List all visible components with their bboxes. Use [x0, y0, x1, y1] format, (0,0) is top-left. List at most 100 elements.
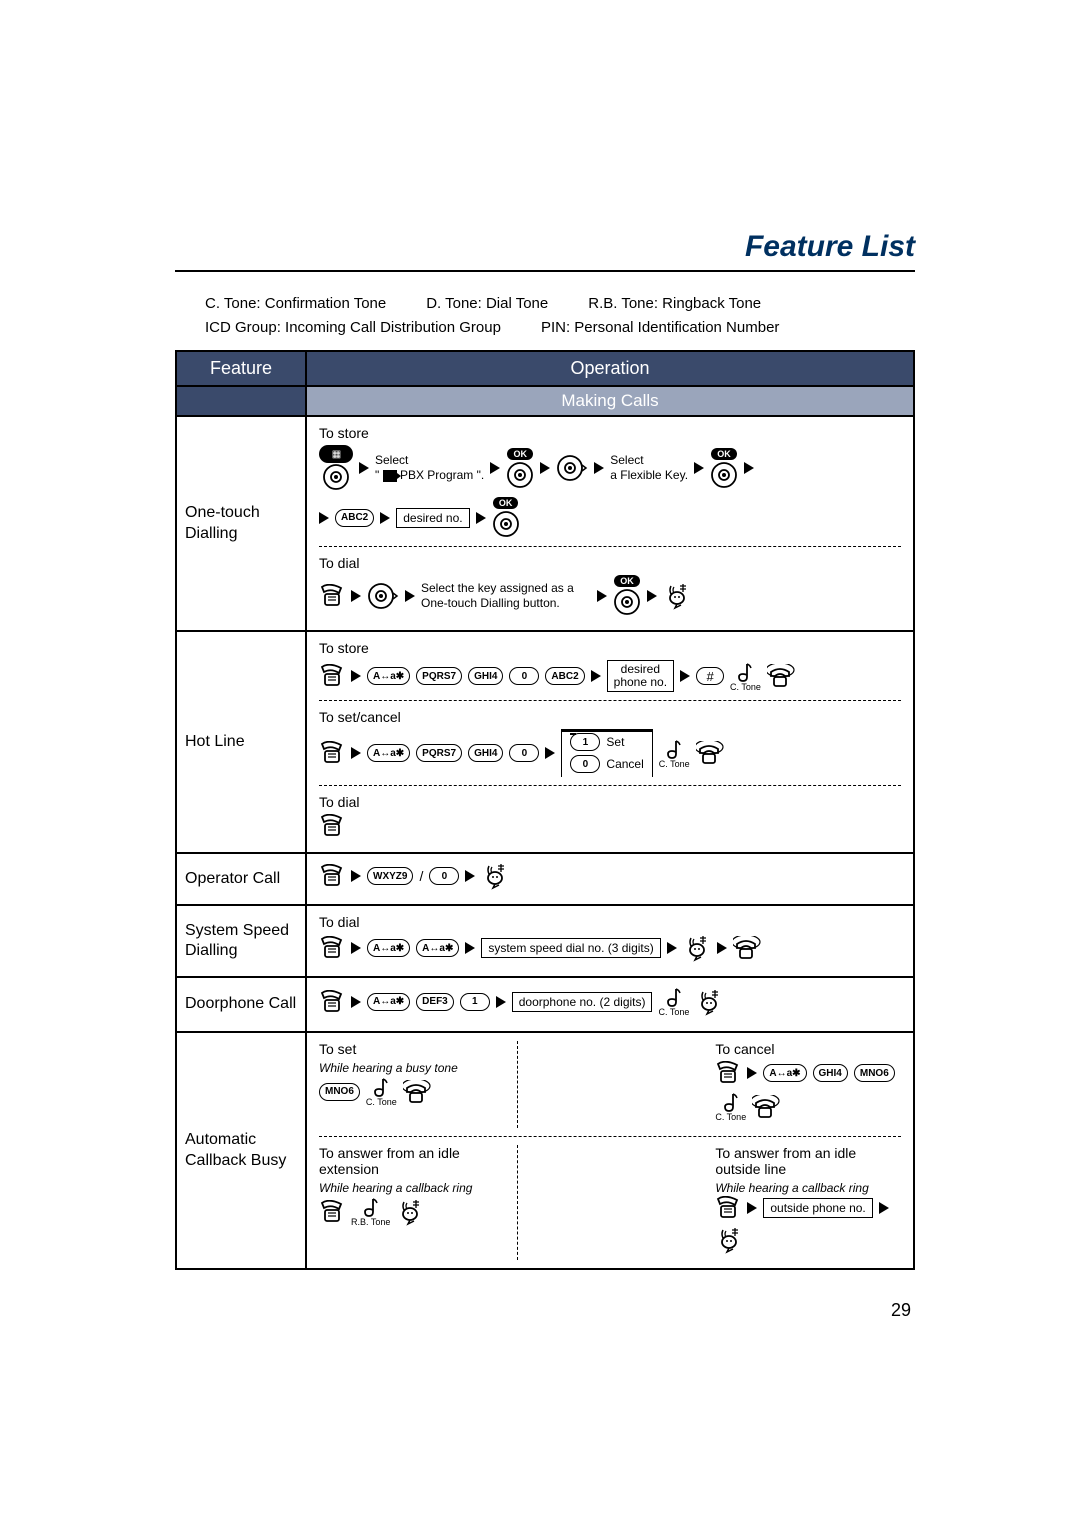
- talk-icon: [695, 988, 723, 1016]
- slash: /: [419, 868, 423, 884]
- key-hash: #: [696, 667, 724, 685]
- legend-ctone: C. Tone: Confirmation Tone: [205, 292, 386, 316]
- legend-icd: ICD Group: Incoming Call Distribution Gr…: [205, 316, 501, 340]
- talk-icon: [663, 582, 691, 610]
- grid-key-icon: ▦: [319, 445, 353, 463]
- rbtone-label: R.B. Tone: [351, 1218, 390, 1227]
- key-mno6: MNO6: [854, 1064, 895, 1082]
- table-header: Feature Operation: [177, 352, 913, 387]
- key-0: 0: [429, 867, 459, 885]
- subheader-making-calls: Making Calls: [177, 387, 913, 417]
- acb-cbring1: While hearing a callback ring: [319, 1181, 505, 1196]
- arrow-icon: [490, 462, 500, 474]
- arrow-icon: [747, 1067, 757, 1079]
- feature-operator: Operator Call: [177, 854, 307, 904]
- arrow-icon: [359, 462, 369, 474]
- nav-right-icon: [556, 454, 588, 482]
- pbx-icon: [383, 470, 397, 482]
- onetouch-desired: desired no.: [396, 508, 469, 528]
- arrow-icon: [319, 512, 329, 524]
- hotline-store-label: To store: [319, 640, 901, 656]
- legend-rbtone: R.B. Tone: Ringback Tone: [588, 292, 761, 316]
- arrow-icon: [647, 590, 657, 602]
- key-1: 1: [460, 993, 490, 1011]
- arrow-icon: [744, 462, 754, 474]
- arrow-icon: [351, 747, 361, 759]
- op-acb: To set While hearing a busy tone MNO6 C.…: [307, 1033, 913, 1268]
- arrow-icon: [351, 590, 361, 602]
- arrow-icon: [405, 590, 415, 602]
- arrow-icon: [879, 1202, 889, 1214]
- ssd-box: system speed dial no. (3 digits): [481, 938, 660, 958]
- offhook-icon: [319, 814, 345, 838]
- nav-key-icon: [322, 463, 350, 491]
- acb-ansout-label: To answer from an idle outside line: [715, 1145, 901, 1177]
- onetouch-select1: Select " PBX Program ".: [375, 453, 484, 483]
- offhook-icon: [319, 936, 345, 960]
- key-0: 0: [509, 667, 539, 685]
- set-cancel-choice: 1 Set 0 Cancel: [561, 729, 652, 777]
- key-star: A↔a✱: [763, 1064, 806, 1082]
- nav-key-icon: [710, 461, 738, 489]
- key-pqrs7: PQRS7: [416, 744, 462, 762]
- row-doorphone: Doorphone Call A↔a✱ DEF3 1 doorphone no.…: [177, 978, 913, 1033]
- offhook-icon: [715, 1061, 741, 1085]
- note-icon: [723, 1091, 739, 1113]
- nav-right-icon: [367, 582, 399, 610]
- key-1: 1: [570, 733, 600, 751]
- arrow-icon: [476, 512, 486, 524]
- arrow-icon: [540, 462, 550, 474]
- hotline-phone: desiredphone no.: [607, 660, 674, 692]
- feature-acb: Automatic Callback Busy: [177, 1033, 307, 1268]
- legend-dtone: D. Tone: Dial Tone: [426, 292, 548, 316]
- feature-onetouch: One-touch Dialling: [177, 417, 307, 630]
- key-mno6: MNO6: [319, 1083, 360, 1101]
- acb-busy: While hearing a busy tone: [319, 1061, 505, 1076]
- legend-pin: PIN: Personal Identification Number: [541, 316, 779, 340]
- arrow-icon: [351, 670, 361, 682]
- arrow-icon: [597, 590, 607, 602]
- col-feature: Feature: [177, 352, 307, 385]
- arrow-icon: [717, 942, 727, 954]
- key-star: A↔a✱: [367, 744, 410, 762]
- feature-hotline: Hot Line: [177, 632, 307, 852]
- arrow-icon: [380, 512, 390, 524]
- nav-key-icon: [613, 588, 641, 616]
- arrow-icon: [351, 942, 361, 954]
- ok-key-icon: OK: [493, 497, 519, 509]
- key-abc2: ABC2: [545, 667, 584, 685]
- offhook-icon: [319, 741, 345, 765]
- feature-table: Feature Operation Making Calls One-touch…: [175, 350, 915, 1270]
- onhook-icon: [733, 936, 761, 960]
- key-0: 0: [509, 744, 539, 762]
- arrow-icon: [694, 462, 704, 474]
- row-operator: Operator Call WXYZ9 / 0: [177, 854, 913, 906]
- offhook-icon: [319, 864, 345, 888]
- ssd-dial-label: To dial: [319, 914, 901, 930]
- page-title: Feature List: [175, 230, 915, 272]
- onetouch-store-label: To store: [319, 425, 901, 441]
- ok-key-icon: OK: [711, 448, 737, 460]
- acb-ansext-label: To answer from an idle extension: [319, 1145, 505, 1177]
- doorphone-box: doorphone no. (2 digits): [512, 992, 653, 1012]
- ctone-label: C. Tone: [730, 683, 761, 692]
- onetouch-select2: Select a Flexible Key.: [610, 453, 688, 483]
- op-ssd: To dial A↔a✱ A↔a✱ system speed dial no. …: [307, 906, 913, 976]
- key-0: 0: [570, 755, 600, 773]
- row-hotline: Hot Line To store A↔a✱ PQRS7 GHI4 0 ABC2…: [177, 632, 913, 854]
- note-icon: [666, 986, 682, 1008]
- making-calls-label: Making Calls: [307, 387, 913, 415]
- onhook-icon: [403, 1080, 431, 1104]
- offhook-icon: [319, 1200, 345, 1224]
- feature-ssd: System Speed Dialling: [177, 906, 307, 976]
- ctone-label: C. Tone: [366, 1098, 397, 1107]
- talk-icon: [481, 862, 509, 890]
- talk-icon: [683, 934, 711, 962]
- arrow-icon: [545, 747, 555, 759]
- op-operator: WXYZ9 / 0: [307, 854, 913, 904]
- key-ghi4: GHI4: [813, 1064, 848, 1082]
- hotline-dial-label: To dial: [319, 794, 901, 810]
- key-star: A↔a✱: [416, 939, 459, 957]
- row-ssd: System Speed Dialling To dial A↔a✱ A↔a✱ …: [177, 906, 913, 978]
- offhook-icon: [715, 1196, 741, 1220]
